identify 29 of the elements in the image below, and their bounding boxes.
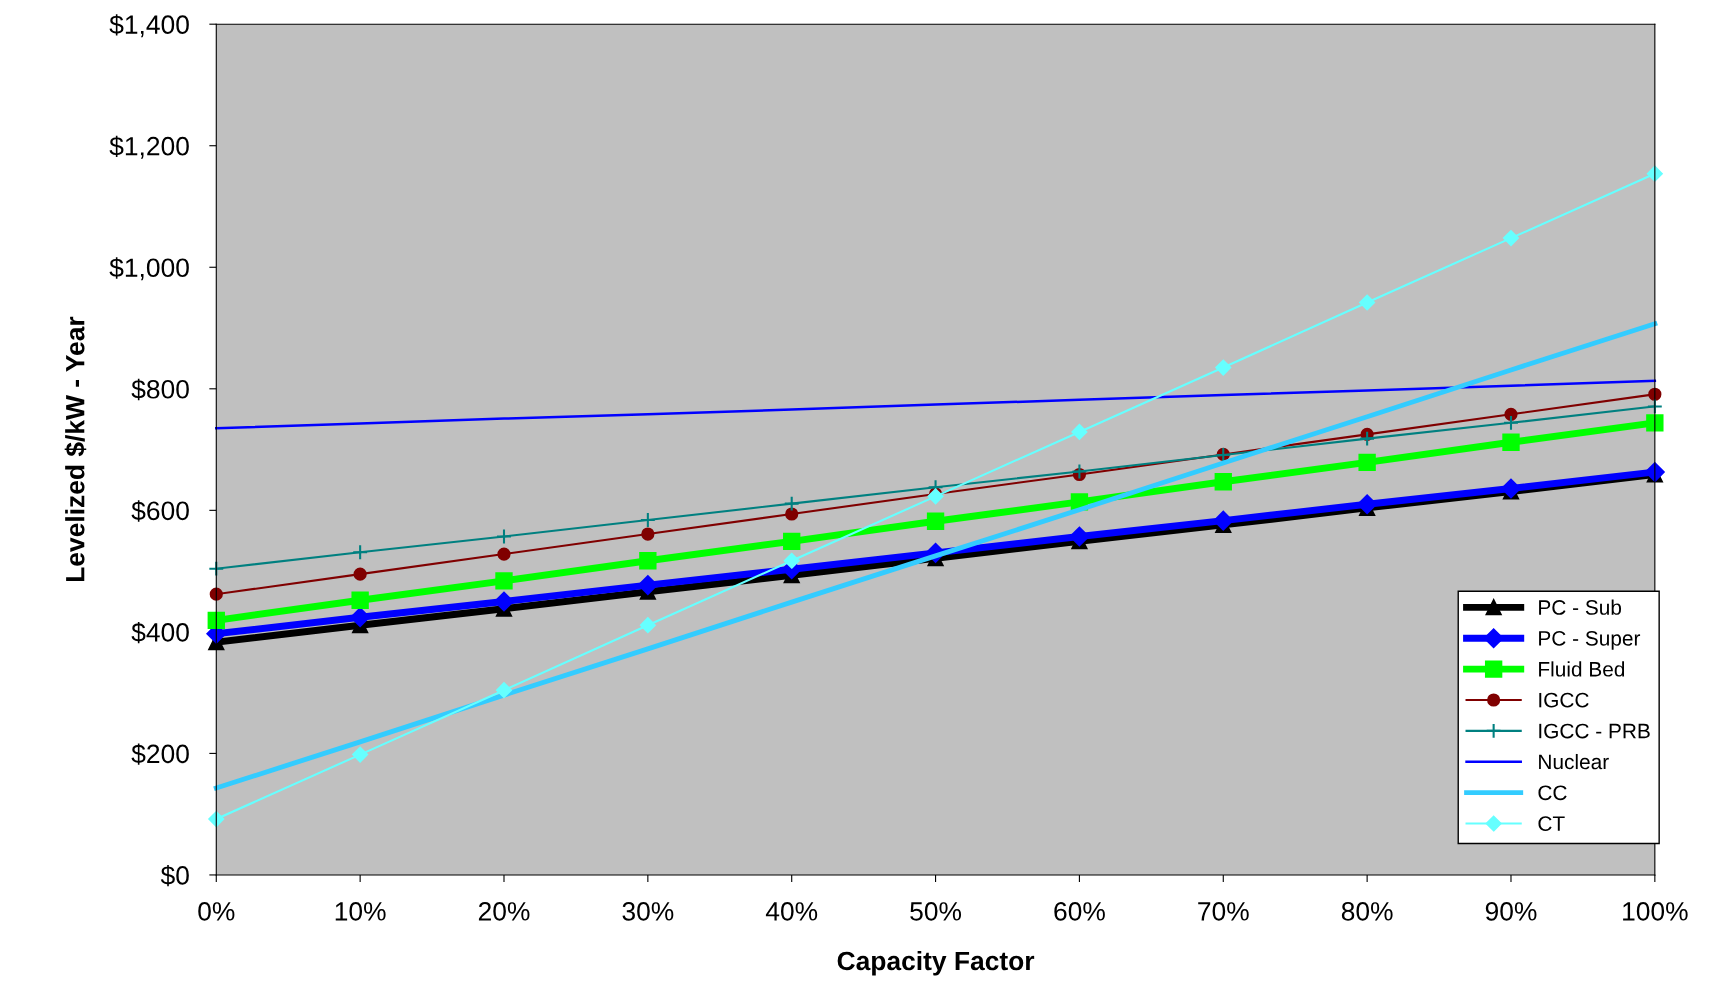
legend-label: Fluid Bed — [1539, 661, 1625, 677]
y-tick-label: $1,400 — [109, 14, 189, 38]
x-tick-label: 60% — [1054, 902, 1105, 921]
y-tick-label: $1,000 — [109, 257, 189, 281]
x-tick-label: 100% — [1623, 902, 1688, 921]
legend-label: IGCC - PRB — [1539, 723, 1650, 739]
x-tick-label: 20% — [478, 902, 530, 921]
x-tick-label: 80% — [1341, 902, 1393, 921]
y-axis-title: Levelized $/kW - Year — [64, 316, 87, 582]
legend-label: IGCC — [1539, 692, 1589, 708]
y-tick-label: $800 — [131, 378, 189, 401]
y-tick-label: $1,200 — [109, 135, 189, 159]
legend-label: CT — [1538, 816, 1565, 832]
legend-label: Nuclear — [1539, 753, 1609, 770]
y-tick-label: $600 — [131, 500, 189, 522]
x-tick-label: 0% — [198, 902, 235, 921]
x-tick-label: 30% — [622, 902, 674, 921]
x-tick-label: 40% — [765, 902, 818, 921]
x-tick-label: 10% — [335, 902, 386, 921]
y-tick-label: $200 — [131, 743, 189, 765]
y-tick-label: $0 — [160, 864, 189, 887]
y-tick-label: $400 — [131, 621, 189, 644]
x-tick-label: 70% — [1198, 902, 1249, 921]
legend-label: CC — [1538, 785, 1567, 801]
legend-label: PC - Super — [1539, 630, 1641, 650]
x-tick-label: 50% — [910, 902, 962, 921]
x-tick-label: 90% — [1485, 902, 1537, 921]
x-axis-title: Capacity Factor — [837, 950, 1035, 976]
legend-label: PC - Sub — [1539, 599, 1622, 615]
